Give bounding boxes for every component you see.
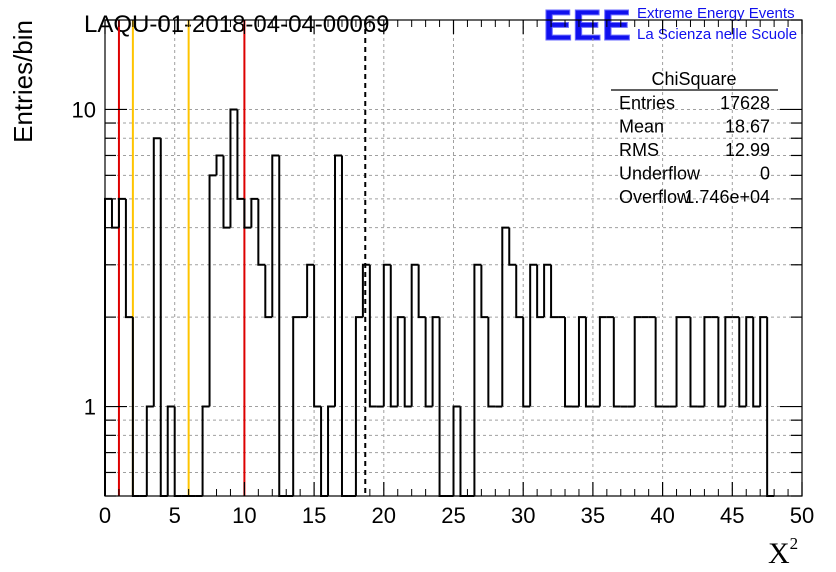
histogram-bin	[480, 264, 489, 319]
histogram-bin	[417, 264, 426, 319]
histogram-bin	[243, 198, 252, 229]
stats-name: ChiSquare	[651, 69, 736, 89]
chart-title: LAQU-01-2018-04-04-00069	[84, 11, 390, 38]
stats-value: 17628	[720, 93, 770, 113]
stats-label: Overflow	[619, 187, 691, 207]
y-tick-label: 1	[84, 395, 96, 420]
histogram-bin	[717, 317, 726, 408]
histogram-bin	[424, 317, 433, 408]
x-tick-label: 45	[720, 503, 744, 528]
histogram-bin	[508, 227, 517, 266]
histogram-bin	[759, 316, 768, 407]
histogram-bin	[306, 263, 315, 318]
y-axis-title: Entries/bin	[8, 20, 38, 143]
histogram-bin	[368, 264, 377, 408]
x-tick-label: 0	[99, 503, 111, 528]
histogram-bin	[201, 405, 210, 496]
histogram-bin	[222, 155, 231, 229]
histogram-bin	[550, 264, 559, 319]
histogram-bin	[501, 226, 510, 407]
histogram-bin	[292, 316, 301, 496]
histogram-bin	[396, 316, 405, 407]
histogram-bin	[340, 155, 349, 497]
histogram-bin	[473, 263, 482, 496]
histogram-bin	[334, 154, 342, 407]
histogram-bin	[752, 317, 761, 408]
x-tick-label: 5	[169, 503, 181, 528]
stats-label: Underflow	[619, 164, 701, 184]
histogram-bin	[389, 264, 398, 408]
histogram-bin	[264, 264, 273, 319]
histogram-bin	[543, 263, 552, 318]
eee-logo: EEE Extreme Energy Events La Scienza nel…	[543, 1, 798, 51]
x-tick-label: 20	[372, 503, 396, 528]
histogram-bin	[487, 317, 496, 408]
statistics-box: ChiSquare Entries 17628 Mean 18.67 RMS 12.99 U…	[611, 69, 778, 207]
x-tick-label: 40	[650, 503, 674, 528]
x-tick-label: 50	[790, 503, 814, 528]
histogram-bin	[236, 109, 245, 200]
histogram-bin	[689, 317, 698, 408]
histogram-bin	[229, 108, 238, 228]
histogram-bin	[110, 198, 119, 229]
histogram-bin	[354, 316, 363, 496]
stats-label: Entries	[619, 93, 675, 113]
histogram-bin	[738, 317, 747, 408]
histogram-bin	[403, 317, 412, 408]
histogram-bin	[410, 263, 419, 407]
histogram-bin	[598, 316, 607, 407]
histogram-bin	[104, 197, 112, 496]
histogram-bin	[745, 316, 754, 407]
histogram-bin	[361, 263, 370, 318]
stats-value: 0	[760, 164, 770, 184]
x-tick-label: 35	[581, 503, 605, 528]
histogram-bin	[703, 316, 712, 407]
stats-value: 12.99	[725, 140, 770, 160]
x-tick-label: 15	[302, 503, 326, 528]
stats-label: RMS	[619, 140, 659, 160]
x-tick-label: 30	[511, 503, 535, 528]
x-axis-title: X2	[768, 534, 798, 570]
histogram-bin	[278, 155, 287, 497]
histogram-bin	[313, 264, 322, 408]
histogram-bin	[522, 317, 531, 408]
y-tick-label: 10	[72, 97, 96, 122]
histogram-bin	[117, 197, 126, 228]
logo-line-1: Extreme Energy Events	[637, 5, 795, 22]
histogram-bin	[250, 197, 259, 228]
histogram-bin	[145, 405, 154, 496]
histogram-bin	[675, 316, 684, 407]
histogram-bin	[452, 405, 461, 496]
x-tick-label: 10	[232, 503, 256, 528]
histogram-bin	[215, 154, 224, 176]
histogram-bin	[654, 317, 663, 408]
histogram-bin	[382, 263, 391, 407]
stats-label: Mean	[619, 117, 664, 137]
stats-value: 18.67	[725, 117, 770, 137]
histogram-bin	[431, 316, 440, 407]
histogram-bin	[327, 405, 336, 496]
logo-line-2: La Scienza nelle Scuole	[637, 26, 797, 43]
histogram-bin	[577, 316, 586, 407]
histogram-bin	[724, 316, 733, 407]
histogram-bin	[271, 154, 280, 318]
histogram-bin	[152, 137, 161, 407]
histogram-bin	[536, 264, 545, 319]
histogram-bin	[564, 317, 572, 408]
histogram-bin	[257, 198, 266, 266]
histogram-bin	[515, 264, 524, 319]
histogram-bin	[208, 174, 217, 407]
histogram-bin	[584, 317, 593, 408]
histogram-bin	[529, 263, 538, 407]
histogram-bin	[612, 317, 621, 408]
stats-value: 1.746e+04	[684, 187, 770, 207]
histogram-bin	[166, 405, 175, 496]
x-tick-label: 25	[441, 503, 465, 528]
axes: 0 5 10 15 20 25 30 35 40 45 50 1 10	[72, 19, 814, 528]
logo-mark: EEE	[543, 1, 631, 50]
histogram-bin	[633, 316, 642, 407]
histogram-bin	[124, 198, 133, 319]
